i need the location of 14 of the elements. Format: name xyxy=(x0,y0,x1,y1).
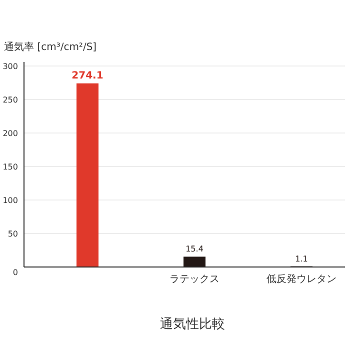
y-tick-label: 300 xyxy=(2,62,18,71)
y-tick-label: 200 xyxy=(2,129,18,138)
y-tick-label: 250 xyxy=(2,96,18,104)
x-tick-label: 低反発ウレタン xyxy=(266,273,336,285)
x-tick-label: ラテックス xyxy=(170,274,220,285)
y-tick-label: 150 xyxy=(2,162,18,172)
y-tick-label: 50 xyxy=(8,230,18,238)
data-label: 274.1 xyxy=(72,70,104,82)
data-label: 15.4 xyxy=(186,244,204,254)
x-axis-title: 通気性比較 xyxy=(160,317,225,332)
data-label: 1.1 xyxy=(295,254,308,264)
y-axis-title: 通気率 [cm³/cm²/S] xyxy=(4,41,97,53)
y-tick-label: 100 xyxy=(2,196,18,205)
y-tick-label: 0 xyxy=(12,268,18,277)
